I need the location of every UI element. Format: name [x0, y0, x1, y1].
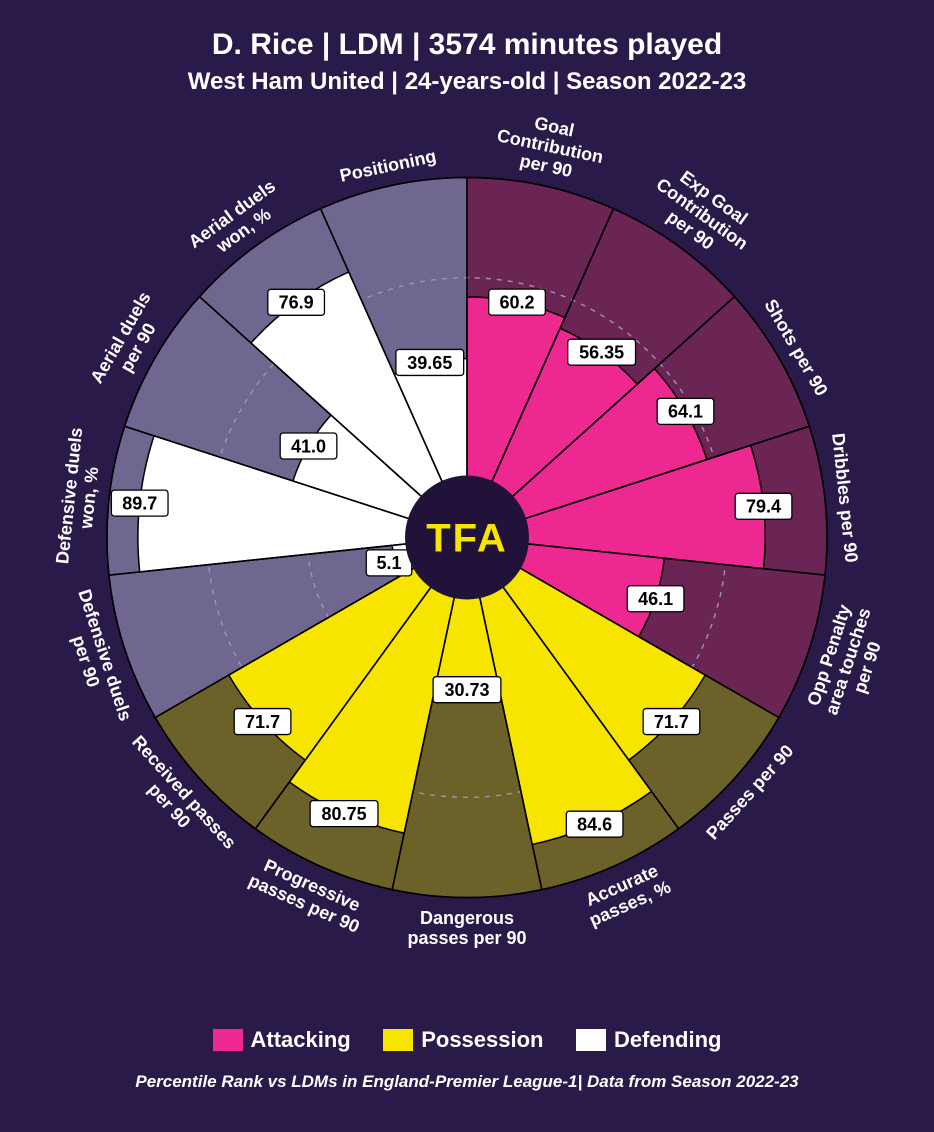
value-label: 89.7 [122, 493, 157, 513]
value-label: 5.1 [376, 553, 401, 573]
chart-container: D. Rice | LDM | 3574 minutes played West… [0, 0, 934, 1132]
value-label: 60.2 [500, 292, 535, 312]
value-label: 79.4 [746, 497, 781, 517]
value-label: 56.35 [579, 342, 624, 362]
title-block: D. Rice | LDM | 3574 minutes played West… [0, 0, 934, 96]
legend-label-possession: Possession [421, 1027, 543, 1053]
value-label: 80.75 [322, 804, 367, 824]
legend-swatch-possession [383, 1029, 413, 1051]
value-label: 76.9 [279, 293, 314, 313]
value-label: 71.7 [245, 712, 280, 732]
legend: Attacking Possession Defending [0, 1027, 934, 1056]
axis-label: passes per 90 [407, 928, 526, 948]
radial-svg: 60.2 56.35 64.1 79.4 46.1 71.7 84.6 30.73 80.75 7… [27, 98, 907, 978]
value-label: 30.73 [444, 680, 489, 700]
legend-item-possession: Possession [383, 1027, 543, 1053]
legend-item-defending: Defending [576, 1027, 722, 1053]
axis-label-group: Dribbles per 90 [828, 432, 861, 563]
value-label: 64.1 [668, 402, 703, 422]
value-label: 46.1 [638, 589, 673, 609]
value-label: 71.7 [654, 712, 689, 732]
value-label: 39.65 [407, 353, 452, 373]
axis-label-group: GoalContributionper 90 [491, 106, 609, 187]
value-label: 41.0 [291, 436, 326, 456]
legend-swatch-attacking [213, 1029, 243, 1051]
legend-item-attacking: Attacking [213, 1027, 351, 1053]
legend-label-attacking: Attacking [251, 1027, 351, 1053]
radial-chart: 60.2 56.35 64.1 79.4 46.1 71.7 84.6 30.73 80.75 7… [27, 98, 907, 983]
legend-swatch-defending [576, 1029, 606, 1051]
axis-label-group: Defensive duelswon, % [52, 426, 106, 566]
center-label: TFA [426, 517, 508, 561]
axis-label-group: Dangerouspasses per 90 [407, 908, 526, 948]
axis-label: Dangerous [420, 908, 514, 928]
value-label: 84.6 [577, 814, 612, 834]
title-sub: West Ham United | 24-years-old | Season … [0, 68, 934, 96]
axis-label: Dribbles per 90 [828, 432, 861, 563]
legend-label-defending: Defending [614, 1027, 722, 1053]
title-main: D. Rice | LDM | 3574 minutes played [0, 28, 934, 62]
footer-text: Percentile Rank vs LDMs in England-Premi… [0, 1072, 934, 1092]
